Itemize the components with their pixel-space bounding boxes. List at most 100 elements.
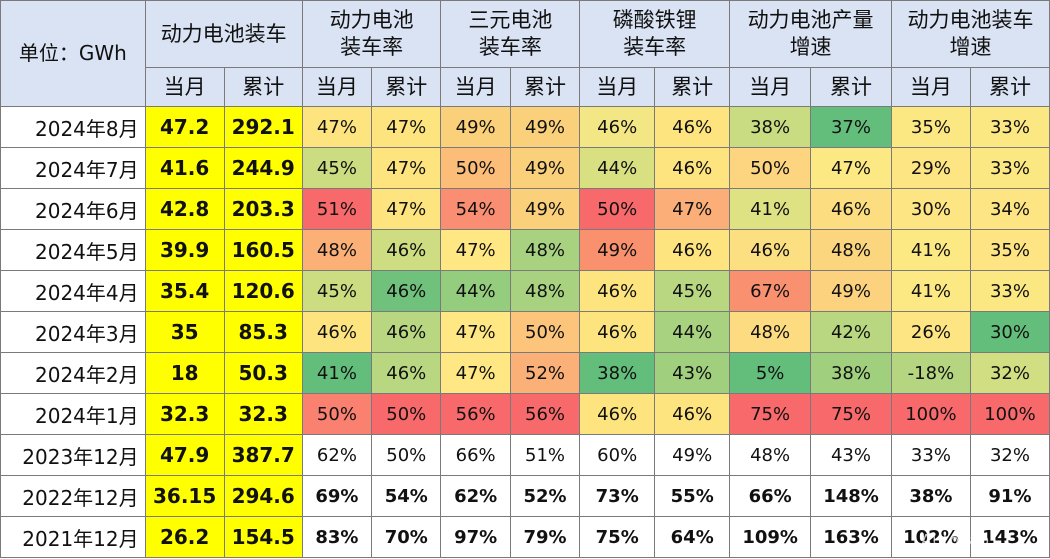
value-cell: 46% — [654, 147, 731, 189]
install-cumulative-cell: 294.6 — [223, 475, 303, 517]
value-cell: 46% — [729, 229, 812, 271]
value-cell: 38% — [890, 475, 971, 517]
value-cell: 29% — [890, 147, 971, 189]
table-row: 2022年12月 36.15 294.6 69% 54% 62% 52% 73% 55% 66% 1… — [0, 475, 1050, 517]
value-cell: 38% — [729, 106, 812, 148]
value-cell: 48% — [729, 311, 812, 353]
value-cell: 143% — [969, 516, 1050, 558]
value-cell: 75% — [729, 393, 812, 435]
table-row: 2024年8月 47.2 292.1 47% 47% 49% 49% 46% 46% 38% 37%… — [0, 106, 1050, 148]
value-cell: 50% — [579, 188, 656, 230]
value-cell: 163% — [810, 516, 892, 558]
value-cell: 56% — [509, 393, 581, 435]
value-cell: 47% — [371, 188, 442, 230]
subheader-cumulative: 累计 — [223, 67, 303, 107]
value-cell: 44% — [440, 270, 511, 312]
install-cumulative-cell: 120.6 — [223, 270, 303, 312]
table-body: 2024年8月 47.2 292.1 47% 47% 49% 49% 46% 46% 38% 37%… — [0, 106, 1050, 558]
value-cell: 35% — [969, 229, 1050, 271]
value-cell: 5% — [729, 352, 812, 394]
value-cell: 50% — [509, 311, 581, 353]
value-cell: 48% — [729, 434, 812, 476]
value-cell: 46% — [654, 229, 731, 271]
value-cell: 50% — [371, 434, 442, 476]
value-cell: 46% — [371, 311, 442, 353]
value-cell: 48% — [509, 270, 581, 312]
table-row: 2023年12月 47.9 387.7 62% 50% 66% 51% 60% 49% 48% 43… — [0, 434, 1050, 476]
subheader-month: 当月 — [440, 67, 511, 107]
value-cell: 109% — [729, 516, 812, 558]
period-cell: 2023年12月 — [0, 434, 146, 476]
value-cell: 26% — [890, 311, 971, 353]
value-cell: 33% — [969, 147, 1050, 189]
group-header-battery-rate: 动力电池 装车率 — [301, 0, 442, 68]
value-cell: 52% — [509, 352, 581, 394]
value-cell: 47% — [301, 106, 373, 148]
value-cell: 45% — [301, 147, 373, 189]
value-cell: 47% — [371, 106, 442, 148]
value-cell: 46% — [371, 352, 442, 394]
value-cell: 46% — [810, 188, 892, 230]
install-cumulative-cell: 50.3 — [223, 352, 303, 394]
period-cell: 2024年8月 — [0, 106, 146, 148]
install-month-cell: 35 — [144, 311, 225, 353]
subheader-cumulative: 累计 — [371, 67, 442, 107]
value-cell: 70% — [371, 516, 442, 558]
value-cell: 35% — [890, 106, 971, 148]
value-cell: 43% — [654, 352, 731, 394]
group-header-lfp-rate: 磷酸铁锂 装车率 — [579, 0, 731, 68]
period-cell: 2024年2月 — [0, 352, 146, 394]
value-cell: 47% — [440, 229, 511, 271]
value-cell: 32% — [969, 352, 1050, 394]
value-cell: 46% — [579, 106, 656, 148]
value-cell: 46% — [579, 393, 656, 435]
value-cell: 49% — [509, 147, 581, 189]
install-month-cell: 47.2 — [144, 106, 225, 148]
install-month-cell: 36.15 — [144, 475, 225, 517]
value-cell: 51% — [301, 188, 373, 230]
value-cell: 49% — [579, 229, 656, 271]
table-row: 2024年7月 41.6 244.9 45% 47% 50% 49% 44% 46% 50% 47%… — [0, 147, 1050, 189]
value-cell: 48% — [301, 229, 373, 271]
value-cell: 50% — [440, 147, 511, 189]
install-cumulative-cell: 154.5 — [223, 516, 303, 558]
value-cell: 47% — [440, 352, 511, 394]
value-cell: 46% — [579, 270, 656, 312]
subheader-cumulative: 累计 — [969, 67, 1050, 107]
value-cell: 64% — [654, 516, 731, 558]
period-cell: 2022年12月 — [0, 475, 146, 517]
value-cell: 67% — [729, 270, 812, 312]
table-row: 2021年12月 26.2 154.5 83% 70% 97% 79% 75% 64% 109% 1… — [0, 516, 1050, 558]
value-cell: 75% — [579, 516, 656, 558]
value-cell: 62% — [440, 475, 511, 517]
value-cell: 44% — [579, 147, 656, 189]
value-cell: 30% — [890, 188, 971, 230]
value-cell: 100% — [890, 393, 971, 435]
subheader-cumulative: 累计 — [810, 67, 892, 107]
value-cell: 50% — [301, 393, 373, 435]
install-month-cell: 35.4 — [144, 270, 225, 312]
value-cell: 45% — [654, 270, 731, 312]
group-header-install-growth: 动力电池装车 增速 — [890, 0, 1050, 68]
value-cell: 79% — [509, 516, 581, 558]
value-cell: 49% — [509, 188, 581, 230]
install-month-cell: 47.9 — [144, 434, 225, 476]
subheader-cumulative: 累计 — [509, 67, 581, 107]
value-cell: 54% — [371, 475, 442, 517]
period-cell: 2024年3月 — [0, 311, 146, 353]
value-cell: 49% — [509, 106, 581, 148]
value-cell: 47% — [371, 147, 442, 189]
install-month-cell: 42.8 — [144, 188, 225, 230]
value-cell: 43% — [810, 434, 892, 476]
value-cell: 46% — [654, 106, 731, 148]
value-cell: 51% — [509, 434, 581, 476]
install-cumulative-cell: 292.1 — [223, 106, 303, 148]
value-cell: 55% — [654, 475, 731, 517]
install-cumulative-cell: 32.3 — [223, 393, 303, 435]
value-cell: 66% — [440, 434, 511, 476]
install-cumulative-cell: 160.5 — [223, 229, 303, 271]
value-cell: 49% — [440, 106, 511, 148]
value-cell: -18% — [890, 352, 971, 394]
value-cell: 48% — [810, 229, 892, 271]
value-cell: 46% — [301, 311, 373, 353]
